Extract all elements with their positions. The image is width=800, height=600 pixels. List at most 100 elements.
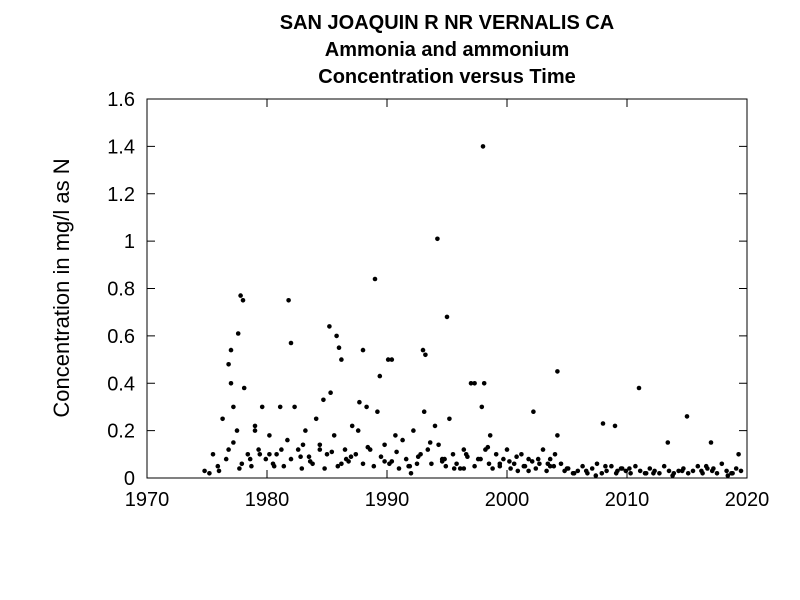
data-point	[535, 456, 541, 462]
data-point	[493, 452, 499, 457]
data-point	[461, 466, 467, 471]
data-point	[336, 345, 342, 351]
data-point	[699, 468, 704, 474]
data-point	[329, 449, 335, 455]
data-point	[271, 463, 277, 469]
data-point	[540, 447, 546, 452]
data-point	[249, 463, 254, 469]
data-point	[619, 466, 625, 471]
data-point	[461, 447, 467, 452]
data-point	[733, 466, 739, 471]
data-point	[600, 421, 606, 426]
chart-title: SAN JOAQUIN R NR VERNALIS CA	[279, 12, 615, 34]
x-tick-label: 2000	[485, 489, 530, 511]
data-point	[555, 369, 560, 374]
data-point	[490, 466, 495, 471]
data-point	[235, 331, 241, 336]
data-point	[425, 447, 431, 452]
y-tick-label: 0.4	[107, 373, 135, 395]
data-point	[615, 468, 620, 474]
data-point	[736, 452, 741, 457]
data-point	[558, 461, 564, 467]
data-point	[661, 463, 667, 469]
data-point	[537, 461, 542, 467]
data-points	[202, 144, 744, 478]
data-point	[504, 447, 510, 452]
data-point	[526, 468, 531, 474]
data-point	[472, 463, 477, 469]
data-point	[703, 463, 709, 469]
data-point	[487, 433, 493, 438]
data-point	[447, 416, 452, 422]
data-point	[240, 298, 246, 303]
data-point	[531, 409, 536, 415]
data-point	[300, 442, 306, 448]
data-point	[725, 473, 731, 478]
plot-frame	[146, 98, 748, 479]
data-point	[295, 447, 301, 452]
data-point	[400, 437, 405, 443]
data-point	[228, 381, 234, 386]
y-tick-label: 0.2	[107, 421, 135, 443]
data-point	[288, 456, 294, 462]
x-tick-label: 2010	[605, 489, 650, 511]
data-point	[252, 428, 258, 433]
data-point	[239, 461, 245, 467]
data-point	[651, 471, 656, 476]
data-point	[724, 468, 729, 474]
data-point	[526, 456, 531, 462]
data-point	[281, 463, 287, 469]
data-point	[738, 468, 744, 474]
y-axis: 0 0.2 0.4 0.6 0.8 1 1.2 1.4 1.6	[107, 89, 747, 490]
data-point	[353, 452, 359, 457]
data-point	[547, 456, 553, 462]
data-point	[245, 452, 251, 457]
data-point	[436, 442, 441, 448]
data-point	[207, 471, 212, 476]
chart-title-block: SAN JOAQUIN R NR VERNALIS CA Ammonia and…	[147, 10, 747, 91]
data-point	[444, 314, 450, 320]
data-point	[216, 468, 222, 474]
chart-subtitle: Ammonia and ammonium	[324, 39, 570, 61]
data-point	[237, 466, 242, 471]
data-point	[685, 471, 691, 476]
y-tick-label: 1	[124, 231, 135, 253]
data-point	[267, 452, 272, 457]
data-point	[450, 452, 456, 457]
data-point	[485, 444, 491, 450]
data-point	[406, 463, 411, 469]
data-point	[327, 324, 332, 329]
data-point	[508, 466, 513, 471]
data-point	[257, 452, 263, 457]
data-point	[372, 276, 378, 282]
data-point	[421, 409, 427, 415]
data-point	[339, 461, 344, 467]
y-tick-label: 1.2	[107, 184, 135, 206]
data-point	[247, 456, 253, 462]
data-point	[609, 463, 614, 469]
data-point	[679, 468, 685, 474]
data-point	[583, 468, 589, 474]
data-point	[375, 409, 380, 415]
data-point	[684, 414, 690, 419]
data-point	[544, 468, 549, 474]
data-point	[357, 399, 362, 405]
data-point	[633, 463, 638, 469]
data-point	[279, 447, 284, 452]
data-point	[529, 459, 535, 464]
data-point	[514, 454, 519, 460]
data-point	[210, 452, 216, 457]
data-point	[234, 428, 240, 433]
data-point	[226, 362, 231, 367]
data-point	[324, 452, 330, 457]
data-point	[657, 471, 662, 476]
data-point	[256, 447, 261, 452]
data-point	[666, 468, 672, 474]
data-point	[403, 456, 409, 462]
data-point	[355, 428, 361, 433]
data-point	[507, 459, 512, 464]
data-point	[415, 454, 421, 460]
data-point	[486, 461, 492, 467]
data-point	[521, 463, 527, 469]
data-point	[292, 404, 297, 410]
